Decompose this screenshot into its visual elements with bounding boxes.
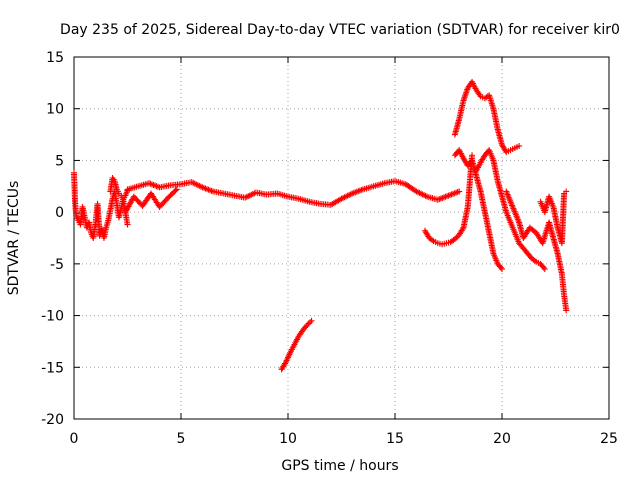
data-point [307, 319, 314, 326]
data-point [499, 266, 505, 273]
x-tick-label: 15 [386, 431, 404, 447]
data-point [497, 264, 504, 271]
series-main-band [124, 178, 463, 208]
y-tick-label: -5 [50, 257, 64, 273]
y-tick-label: 15 [46, 50, 64, 66]
plot-frame [73, 56, 610, 420]
series-upper-cluster [107, 175, 131, 203]
y-tick-label: 5 [55, 153, 64, 169]
y-tick-label: -20 [41, 412, 64, 428]
data-point [453, 234, 460, 241]
series-descending-1 [451, 147, 505, 273]
data-point [541, 266, 548, 273]
data-point [563, 188, 570, 195]
x-tick-label: 20 [493, 431, 511, 447]
x-axis-label: GPS time / hours [281, 458, 398, 474]
data-point [304, 321, 311, 328]
series-negative-segment [278, 317, 315, 373]
data-point [531, 257, 538, 264]
data-point [563, 307, 570, 314]
y-tick-label: 0 [55, 205, 64, 221]
data-point [429, 237, 436, 244]
data-point [469, 152, 476, 159]
data-point [540, 264, 547, 271]
series-dip-segment [421, 152, 476, 248]
x-tick-label: 5 [177, 431, 186, 447]
data-point [308, 317, 315, 324]
series-secondary-band [122, 186, 180, 216]
series-late-upper [537, 188, 570, 247]
x-tick-label: 25 [600, 431, 618, 447]
data-point [305, 320, 312, 327]
data-point [456, 188, 463, 195]
y-tick-label: 10 [46, 102, 64, 118]
grid [74, 57, 609, 419]
data-point [173, 186, 180, 193]
data-point [516, 142, 523, 149]
data-marks [71, 78, 570, 373]
data-point [459, 226, 466, 233]
y-axis-label: SDTVAR / TECUs [6, 181, 22, 296]
axis-ticks: 0 5 10 15 20 25 -20 -15 -10 -5 0 5 10 15 [41, 50, 618, 447]
series-early-cluster [71, 169, 131, 241]
y-tick-label: -15 [41, 360, 64, 376]
series-late-cluster [503, 188, 570, 314]
y-tick-label: -10 [41, 309, 64, 325]
x-tick-label: 10 [279, 431, 297, 447]
data-point [451, 236, 458, 243]
data-point [172, 187, 179, 194]
chart-title: Day 235 of 2025, Sidereal Day-to-day VTE… [60, 22, 620, 38]
data-point [124, 221, 131, 228]
x-tick-label: 0 [70, 431, 79, 447]
series-high-peak [451, 78, 523, 156]
series-descending-2 [473, 147, 548, 273]
